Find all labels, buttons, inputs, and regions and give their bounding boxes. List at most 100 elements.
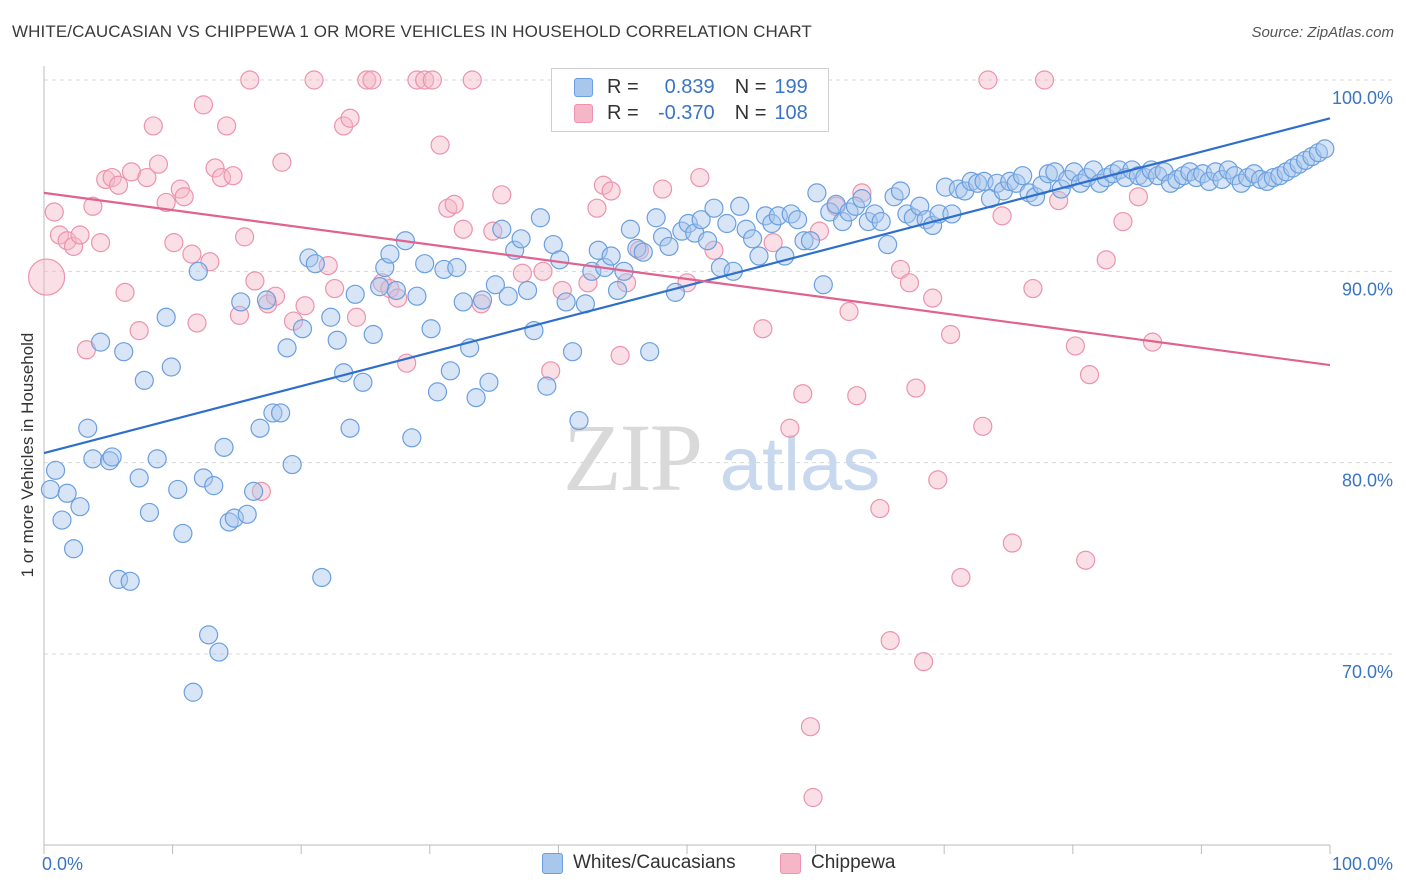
data-point bbox=[447, 257, 467, 278]
data-point bbox=[498, 286, 518, 306]
legend-r-value: -0.370 bbox=[657, 101, 715, 124]
data-point bbox=[363, 324, 383, 345]
data-point bbox=[562, 342, 583, 362]
data-point bbox=[479, 372, 499, 392]
data-point bbox=[541, 361, 561, 381]
data-point bbox=[550, 250, 570, 270]
y-axis-ticks: 100.0% 90.0% 80.0% 70.0% bbox=[1332, 88, 1393, 682]
data-point bbox=[156, 192, 176, 213]
data-point bbox=[240, 70, 260, 90]
data-point bbox=[620, 219, 641, 239]
data-point bbox=[370, 277, 390, 297]
data-point bbox=[143, 116, 163, 136]
data-point bbox=[593, 175, 614, 195]
data-point bbox=[865, 204, 885, 224]
data-point bbox=[334, 116, 354, 136]
data-point bbox=[690, 167, 710, 188]
data-point bbox=[231, 292, 251, 312]
data-point bbox=[70, 225, 90, 245]
data-point bbox=[652, 179, 673, 199]
data-point bbox=[340, 418, 360, 438]
data-point bbox=[250, 418, 270, 438]
data-point bbox=[847, 386, 867, 406]
data-point bbox=[787, 210, 808, 230]
data-point bbox=[45, 460, 66, 480]
data-point bbox=[569, 410, 589, 431]
data-point bbox=[235, 227, 255, 247]
data-point bbox=[27, 258, 66, 296]
data-point bbox=[1006, 173, 1026, 193]
data-point bbox=[453, 292, 473, 312]
data-point bbox=[1315, 139, 1335, 159]
data-point bbox=[402, 428, 422, 448]
data-point bbox=[1212, 169, 1232, 190]
trend-line bbox=[43, 191, 1331, 367]
data-point bbox=[205, 158, 225, 178]
data-point bbox=[63, 236, 84, 257]
data-point bbox=[217, 116, 237, 136]
data-point bbox=[386, 280, 406, 301]
legend-swatch-whites bbox=[574, 77, 593, 97]
data-point bbox=[704, 240, 724, 260]
y-tick-label: 100.0% bbox=[1332, 88, 1393, 108]
data-point bbox=[187, 313, 207, 333]
data-point bbox=[407, 70, 427, 90]
data-point bbox=[833, 211, 853, 232]
legend-r-label: R = bbox=[607, 101, 639, 124]
data-point bbox=[183, 682, 203, 702]
data-point bbox=[1013, 166, 1033, 186]
data-point bbox=[794, 231, 814, 251]
data-point bbox=[120, 571, 140, 591]
data-point bbox=[730, 196, 750, 216]
data-point bbox=[736, 219, 756, 239]
data-point bbox=[878, 234, 898, 255]
series-whites-points bbox=[40, 139, 1335, 702]
data-point bbox=[321, 307, 341, 327]
legend-n-value: 108 bbox=[774, 101, 808, 124]
data-point bbox=[512, 263, 532, 283]
data-point bbox=[601, 246, 621, 266]
data-point bbox=[415, 70, 435, 90]
data-point bbox=[345, 284, 365, 304]
data-point bbox=[852, 189, 872, 209]
data-point bbox=[295, 296, 315, 316]
x-axis: 0.0% 100.0% bbox=[42, 66, 1393, 874]
data-point bbox=[1076, 550, 1096, 570]
data-point bbox=[148, 154, 169, 174]
data-point bbox=[357, 70, 377, 90]
data-point bbox=[182, 244, 202, 264]
data-point bbox=[678, 213, 698, 234]
data-point bbox=[63, 539, 84, 559]
chart-title: WHITE/CAUCASIAN VS CHIPPEWA 1 OR MORE VE… bbox=[12, 22, 812, 41]
data-point bbox=[820, 202, 840, 222]
data-point bbox=[380, 244, 400, 264]
data-point bbox=[245, 271, 265, 291]
data-point bbox=[422, 70, 442, 90]
data-point bbox=[83, 196, 103, 216]
legend-item-chippewa[interactable]: Chippewa bbox=[780, 852, 896, 874]
data-point bbox=[1079, 365, 1100, 385]
legend-item-whites[interactable]: Whites/Caucasians bbox=[542, 852, 736, 874]
data-point bbox=[813, 275, 833, 295]
stats-legend: R = 0.839 N = 199 R = -0.370 N = 108 bbox=[551, 68, 829, 132]
data-point bbox=[49, 225, 70, 245]
data-point bbox=[763, 233, 783, 253]
data-point bbox=[282, 454, 302, 475]
data-point bbox=[173, 523, 193, 544]
data-point bbox=[168, 479, 188, 500]
legend-n-label: N = bbox=[734, 101, 767, 124]
data-point bbox=[762, 213, 782, 234]
legend-r-label: R = bbox=[607, 75, 639, 98]
legend-row-whites: R = 0.839 N = 199 bbox=[574, 75, 808, 99]
data-point bbox=[1058, 169, 1078, 190]
data-point bbox=[440, 361, 460, 381]
y-tick-label: 70.0% bbox=[1342, 662, 1393, 682]
data-point bbox=[1113, 211, 1133, 232]
legend-n-value: 199 bbox=[774, 75, 808, 98]
data-point bbox=[129, 321, 149, 341]
data-point bbox=[704, 198, 724, 218]
data-point bbox=[40, 479, 61, 500]
data-point bbox=[951, 567, 971, 588]
data-point bbox=[1065, 336, 1085, 356]
